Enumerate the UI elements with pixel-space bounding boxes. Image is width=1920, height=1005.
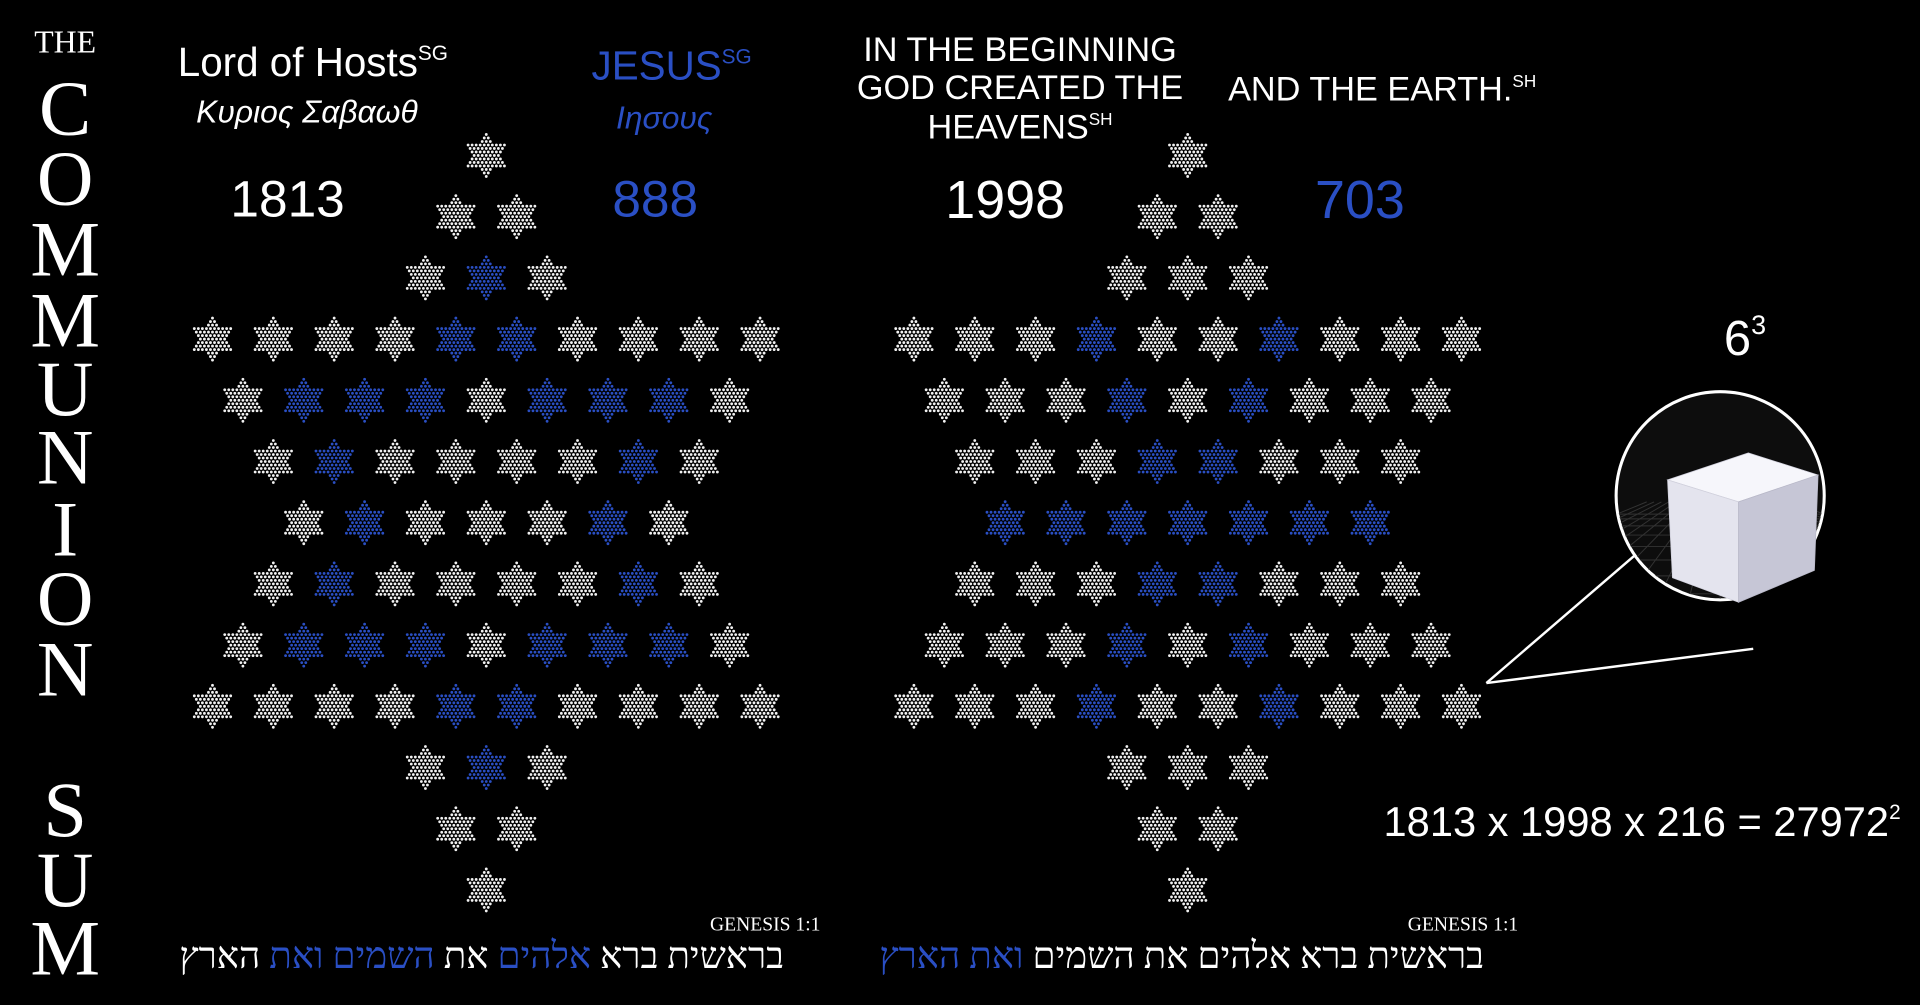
- side-title-letter: N: [37, 625, 94, 712]
- exponent: 3: [1751, 310, 1766, 340]
- side-title-letter: C: [39, 65, 91, 152]
- side-title: THE C O M M U N I O N S U M: [30, 25, 100, 992]
- reference: GENESIS 1:1: [1408, 914, 1518, 935]
- superscript: SG: [722, 46, 752, 69]
- side-title-letter: O: [37, 554, 94, 641]
- hebrew-word: את: [443, 936, 489, 977]
- cube-side: [1738, 474, 1819, 603]
- hebrew-word: אלהים: [1197, 936, 1292, 977]
- blue-number: 703: [1315, 170, 1405, 230]
- cube-callout: 63: [1485, 310, 1826, 685]
- hebrew-word: השמים: [332, 936, 435, 977]
- side-title-letter: S: [43, 766, 87, 853]
- callout-line: [1486, 647, 1754, 685]
- side-title-letter: U: [37, 836, 94, 923]
- hebrew-verse: בראשיתבראאלהיםאתהשמיםואתהארץ: [170, 938, 784, 975]
- phrase-line: IN THE BEGINNING: [863, 31, 1177, 69]
- side-title-letter: M: [30, 904, 100, 991]
- name-label: Lord of HostsSG: [178, 39, 448, 85]
- blue-name-label: JESUSSG: [592, 43, 752, 89]
- equation-text: 1813 x 1998 x 216 = 27972: [1384, 798, 1890, 845]
- side-title-letter: M: [30, 205, 100, 292]
- phrase-word: AND THE EARTH.: [1228, 70, 1512, 108]
- equation: 1813 x 1998 x 216 = 279722: [1384, 798, 1901, 845]
- superscript: SG: [418, 42, 448, 65]
- superscript: SH: [1512, 71, 1536, 91]
- hebrew-word: בראשית: [1367, 936, 1484, 977]
- hebrew-word: ואת: [969, 936, 1024, 977]
- name: Lord of Hosts: [178, 39, 418, 85]
- hebrew-word: ברא: [1300, 936, 1359, 977]
- grid-line: [1617, 501, 1670, 599]
- right-header: IN THE BEGINNING GOD CREATED THE HEAVENS…: [857, 31, 1536, 935]
- hebrew-verse: בראשיתבראאלהיםאתהשמיםואתהארץ: [870, 938, 1484, 975]
- phrase-word: HEAVENS: [927, 108, 1088, 146]
- number: 1998: [945, 170, 1065, 230]
- blue-phrase: AND THE EARTH.SH: [1228, 70, 1536, 108]
- greek-name: Κυριος Σαβαωθ: [196, 93, 418, 129]
- side-title-letter: M: [30, 276, 100, 363]
- exponent: 2: [1889, 801, 1901, 824]
- cube-label: 63: [1724, 310, 1766, 366]
- base: 6: [1724, 312, 1751, 366]
- side-title-letter: I: [52, 486, 78, 573]
- hebrew-word: ברא: [600, 936, 659, 977]
- side-title-letter: O: [37, 134, 94, 221]
- hebrew-word: ואת: [269, 936, 324, 977]
- superscript: SH: [1089, 109, 1113, 129]
- callout-line: [1485, 553, 1637, 684]
- left-header: Lord of HostsSG Κυριος Σαβαωθ 1813 JESUS…: [178, 39, 821, 935]
- grid-line: [1617, 501, 1684, 599]
- hebrew-word: אלהים: [497, 936, 592, 977]
- grid-line: [1617, 501, 1677, 599]
- phrase-line: GOD CREATED THE: [857, 69, 1183, 107]
- reference: GENESIS 1:1: [710, 914, 820, 935]
- blue-number: 888: [612, 170, 698, 228]
- hebrew-word: הארץ: [179, 936, 261, 977]
- phrase-line: HEAVENSSH: [927, 108, 1112, 146]
- hebrew-word: הארץ: [879, 936, 961, 977]
- grid-line: [1617, 501, 1662, 599]
- hebrew-word: בראשית: [667, 936, 784, 977]
- hebrew-word: השמים: [1032, 936, 1135, 977]
- blue-greek-name: Ιησους: [616, 100, 713, 136]
- side-title-letter: N: [37, 414, 94, 501]
- side-title-word: THE: [34, 25, 96, 60]
- side-title-letter: U: [37, 345, 94, 432]
- hebrew-word: את: [1143, 936, 1189, 977]
- blue-name: JESUS: [592, 43, 722, 89]
- number: 1813: [230, 170, 344, 228]
